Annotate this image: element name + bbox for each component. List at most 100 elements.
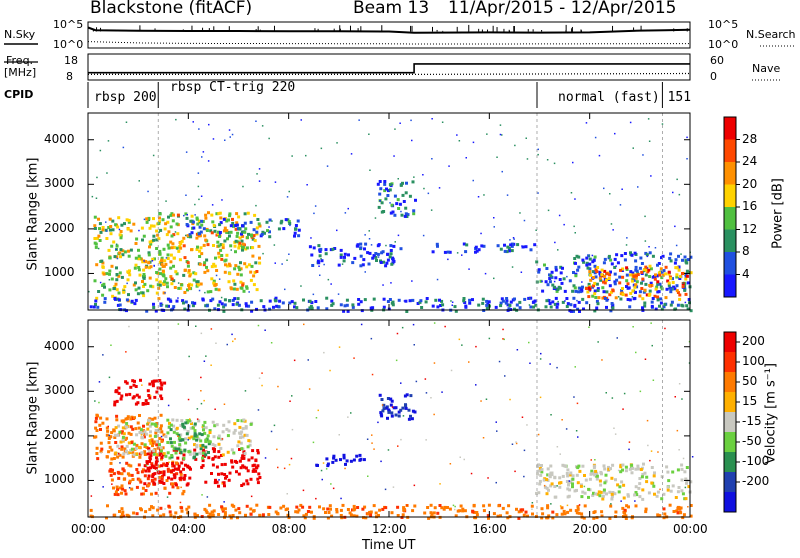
power-pixel: [659, 301, 663, 305]
power-pixel: [218, 300, 222, 304]
power-pixel: [127, 254, 131, 258]
velocity-pixel: [138, 445, 141, 449]
power-pixel: [205, 258, 209, 262]
power-pixel: [217, 244, 221, 248]
velocity-pixel: [145, 460, 149, 464]
power-pixel: [141, 280, 144, 283]
velocity-pixel: [101, 421, 105, 425]
velocity-pixel: [381, 507, 385, 511]
power-pixel: [644, 268, 648, 272]
velocity-pixel: [204, 480, 208, 484]
power-noise-pixel: [448, 165, 450, 167]
power-pixel: [241, 242, 245, 246]
velocity-pixel: [151, 506, 155, 510]
power-pixel: [541, 289, 545, 293]
velocity-noise-pixel: [125, 351, 127, 353]
power-pixel: [137, 268, 141, 272]
velocity-pixel: [115, 414, 119, 418]
velocity-noise-pixel: [610, 503, 612, 505]
power-pixel: [194, 272, 198, 276]
velocity-pixel: [128, 451, 132, 454]
power-colorbar-tick-label: 12: [742, 221, 758, 236]
power-pixel: [669, 252, 673, 256]
velocity-noise-pixel: [371, 373, 374, 376]
velocity-pixel: [184, 421, 188, 425]
power-noise-pixel: [399, 122, 401, 124]
velocity-pixel: [565, 472, 569, 475]
power-pixel: [142, 294, 146, 298]
velocity-noise-pixel: [180, 486, 182, 489]
velocity-pixel: [177, 447, 181, 451]
velocity-pixel: [130, 447, 134, 451]
velocity-pixel: [105, 433, 109, 437]
velocity-noise-pixel: [98, 381, 101, 383]
velocity-noise-pixel: [496, 430, 498, 432]
power-pixel: [648, 289, 652, 293]
velocity-pixel: [394, 406, 398, 410]
velocity-pixel: [624, 465, 628, 469]
velocity-pixel: [154, 431, 158, 435]
velocity-pixel: [687, 485, 691, 489]
velocity-noise-pixel: [395, 359, 398, 362]
velocity-pixel: [227, 478, 231, 482]
power-pixel: [172, 264, 175, 268]
velocity-pixel: [587, 487, 591, 491]
power-pixel: [518, 306, 522, 310]
power-pixel: [217, 230, 220, 234]
velocity-pixel: [667, 479, 671, 483]
velocity-pixel: [638, 482, 642, 486]
velocity-pixel: [145, 446, 149, 449]
power-pixel: [596, 287, 600, 291]
velocity-pixel: [126, 452, 130, 455]
power-pixel: [116, 225, 120, 229]
power-pixel: [190, 214, 194, 218]
velocity-noise-pixel: [179, 501, 182, 504]
velocity-pixel: [382, 407, 386, 411]
velocity-pixel: [174, 483, 178, 487]
velocity-pixel: [220, 463, 224, 467]
date-range: 11/Apr/2015 - 12/Apr/2015: [448, 0, 677, 18]
power-pixel: [171, 219, 175, 223]
power-noise-pixel: [364, 271, 366, 273]
power-noise-pixel: [648, 140, 651, 142]
velocity-pixel: [409, 414, 412, 418]
velocity-pixel: [361, 507, 365, 511]
power-pixel: [482, 244, 486, 248]
power-pixel: [648, 251, 652, 255]
velocity-pixel: [128, 481, 131, 485]
power-pixel: [94, 303, 97, 306]
velocity-pixel: [339, 508, 343, 512]
power-pixel: [383, 182, 387, 186]
power-pixel: [123, 285, 127, 289]
power-pixel: [225, 230, 229, 234]
power-pixel: [351, 303, 355, 307]
power-pixel: [226, 237, 229, 241]
power-pixel: [559, 265, 563, 269]
power-pixel: [93, 224, 97, 228]
velocity-pixel: [227, 420, 231, 424]
power-pixel: [625, 279, 629, 283]
velocity-noise-pixel: [155, 469, 158, 471]
power-pixel: [618, 281, 622, 285]
power-noise-pixel: [310, 237, 312, 239]
velocity-pixel: [143, 402, 147, 406]
velocity-pixel: [129, 448, 133, 452]
mode-label-rbsp-ct-trig-220: rbsp CT-trig 220: [170, 80, 296, 95]
power-pixel: [572, 296, 576, 300]
power-noise-pixel: [211, 204, 214, 206]
velocity-pixel: [155, 422, 159, 425]
velocity-pixel: [381, 409, 385, 413]
power-noise-pixel: [358, 119, 360, 121]
power-pixel: [389, 249, 393, 252]
power-pixel: [108, 217, 112, 221]
velocity-pixel: [169, 423, 173, 427]
power-noise-pixel: [644, 215, 646, 218]
velocity-pixel: [142, 492, 145, 496]
power-pixel: [170, 277, 174, 281]
velocity-pixel: [183, 474, 187, 477]
velocity-noise-pixel: [270, 430, 273, 433]
power-pixel: [141, 260, 145, 264]
velocity-pixel: [152, 481, 156, 485]
power-pixel: [229, 244, 233, 248]
velocity-pixel: [332, 456, 336, 460]
